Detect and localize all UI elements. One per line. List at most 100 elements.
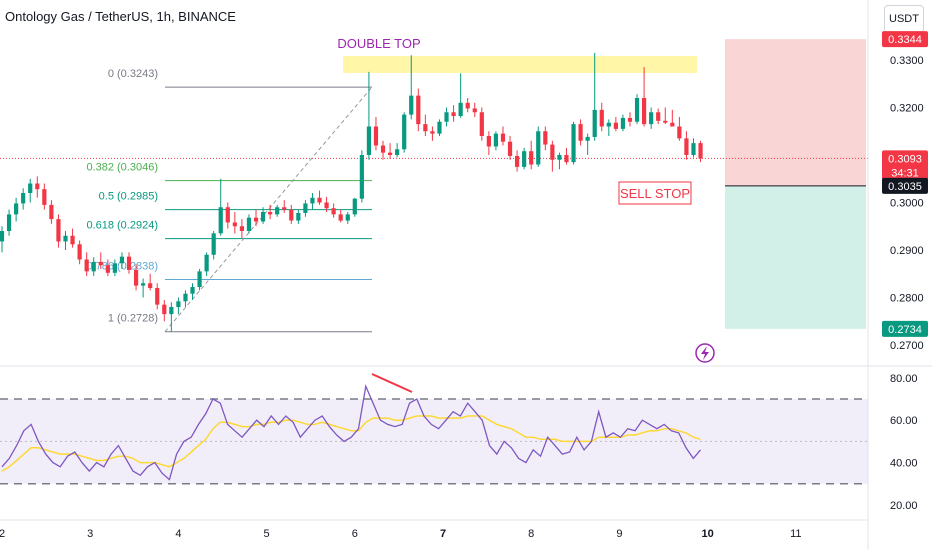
candle-body bbox=[126, 256, 132, 270]
time-tick-label: 5 bbox=[264, 528, 270, 540]
candle-body bbox=[275, 207, 280, 215]
price-tick-label: 0.3000 bbox=[890, 198, 924, 210]
candle-body bbox=[366, 126, 372, 155]
candle-body bbox=[627, 117, 633, 122]
candle-body bbox=[444, 112, 449, 122]
candle-body bbox=[451, 112, 456, 117]
candle-body bbox=[70, 235, 75, 245]
candle-body bbox=[42, 189, 47, 205]
fib-level-label: 0 (0.3243) bbox=[108, 68, 158, 80]
candle-body bbox=[0, 231, 5, 242]
candle-body bbox=[550, 144, 555, 160]
candle-body bbox=[317, 197, 322, 203]
candle-body bbox=[91, 261, 96, 272]
candle-body bbox=[98, 261, 103, 266]
rsi-signal-line bbox=[1, 415, 701, 472]
stop-price-badge bbox=[882, 320, 928, 337]
price-pane: 0 (0.3243) 0.382 (0.3046) 0.5 (0.2985) 0.61… bbox=[0, 36, 868, 363]
double-top-label: DOUBLE TOP bbox=[337, 36, 420, 51]
time-tick-label: 10 bbox=[701, 528, 713, 540]
candle-body bbox=[620, 117, 626, 129]
candle-body bbox=[282, 207, 287, 210]
candle-body bbox=[465, 102, 470, 109]
chart-title: Ontology Gas / TetherUS, 1h, BINANCE bbox=[5, 9, 236, 24]
candle-body bbox=[232, 222, 237, 227]
candle-body bbox=[472, 108, 477, 113]
candle-body bbox=[119, 256, 125, 264]
candle-body bbox=[416, 95, 421, 125]
time-tick-label: 3 bbox=[87, 528, 93, 540]
candle-body bbox=[296, 212, 301, 221]
price-tick-label: 0.2800 bbox=[890, 293, 924, 305]
candle-body bbox=[49, 204, 54, 220]
fib-level-label: 0.382 (0.3046) bbox=[86, 162, 158, 174]
candle-body bbox=[338, 214, 343, 221]
candle-body bbox=[522, 151, 527, 167]
candle-body bbox=[373, 126, 379, 146]
candle-body bbox=[599, 109, 604, 127]
candle-body bbox=[486, 136, 491, 147]
candle-body bbox=[691, 143, 696, 155]
candle-body bbox=[479, 112, 484, 136]
bearish-divergence-line bbox=[371, 373, 413, 393]
candle-body bbox=[536, 131, 541, 165]
fib-level-label: 0.5 (0.2985) bbox=[99, 191, 158, 203]
rsi-tick-label: 20.00 bbox=[890, 500, 918, 512]
candle-body bbox=[162, 304, 167, 315]
candle-body bbox=[529, 151, 534, 165]
candle-body bbox=[112, 263, 117, 273]
candle-body bbox=[56, 219, 61, 242]
candle-body bbox=[155, 288, 160, 305]
candle-body bbox=[409, 95, 414, 115]
candle-body bbox=[169, 307, 174, 315]
candle-body bbox=[6, 214, 12, 231]
candle-body bbox=[211, 233, 216, 255]
short-position-reward-zone bbox=[725, 185, 866, 329]
rsi-line bbox=[1, 384, 701, 481]
sell-stop-label: SELL STOP bbox=[620, 186, 690, 201]
fib-level-label: 1 (0.2728) bbox=[108, 313, 158, 325]
candle-body bbox=[246, 217, 252, 231]
rsi-tick-label: 40.00 bbox=[890, 458, 918, 470]
candle-body bbox=[183, 293, 188, 302]
candle-body bbox=[197, 271, 202, 288]
sell-stop-box bbox=[618, 181, 692, 205]
candle-body bbox=[677, 126, 682, 139]
time-tick-label: 9 bbox=[616, 528, 622, 540]
candle-body bbox=[458, 102, 463, 117]
candle-body bbox=[148, 283, 153, 288]
entry-price-badge-text: 0.3035 bbox=[888, 181, 922, 193]
rsi-tick-label: 60.00 bbox=[890, 415, 918, 427]
candle-body bbox=[578, 124, 583, 141]
candle-body bbox=[28, 183, 33, 193]
candle-body bbox=[395, 149, 400, 155]
candle-body bbox=[14, 203, 19, 215]
candle-body bbox=[176, 301, 181, 307]
current-price-badge-countdown: 34:31 bbox=[891, 167, 919, 179]
price-tick-label: 0.3300 bbox=[890, 55, 924, 67]
price-tick-label: 0.3200 bbox=[890, 103, 924, 115]
current-price-badge bbox=[882, 150, 928, 181]
candle-body bbox=[564, 155, 569, 163]
candle-body bbox=[77, 244, 82, 260]
candle-body bbox=[253, 217, 259, 222]
fib-trend-line bbox=[164, 86, 373, 333]
candle-body bbox=[493, 133, 499, 147]
candle-body bbox=[63, 235, 68, 242]
candle-body bbox=[218, 207, 223, 234]
candle-body bbox=[324, 202, 329, 209]
candle-body bbox=[649, 112, 654, 125]
candle-body bbox=[303, 203, 308, 213]
time-tick-label: 8 bbox=[528, 528, 534, 540]
short-position-risk-zone bbox=[725, 39, 866, 186]
entry-price-badge bbox=[882, 177, 928, 194]
candle-body bbox=[543, 131, 548, 145]
candle-body bbox=[423, 124, 428, 132]
candle-body bbox=[670, 122, 675, 127]
candle-body bbox=[402, 114, 407, 150]
fib-level-label: 0.618 (0.2924) bbox=[86, 220, 158, 232]
candle-body bbox=[345, 214, 350, 221]
time-tick-label: 2 bbox=[0, 528, 5, 540]
